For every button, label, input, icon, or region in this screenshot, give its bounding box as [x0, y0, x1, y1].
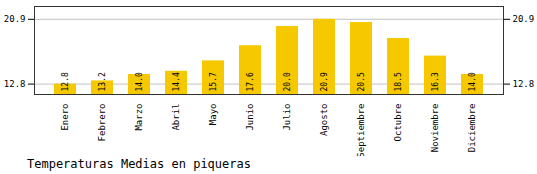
svg-text:Julio: Julio: [282, 104, 292, 131]
svg-text:Abril: Abril: [171, 104, 181, 131]
svg-text:Agosto: Agosto: [319, 104, 329, 137]
svg-text:Febrero: Febrero: [97, 104, 107, 142]
svg-text:14.0: 14.0: [135, 72, 144, 91]
html-text:Temperaturas Medias en piquera: Temperaturas Medias en piqueras: [27, 157, 251, 171]
svg-text:13.2: 13.2: [98, 72, 107, 91]
svg-text:14.4: 14.4: [172, 72, 181, 91]
svg-text:Mayo: Mayo: [208, 104, 218, 126]
svg-text:12.8: 12.8: [61, 72, 70, 91]
svg-text:20.9: 20.9: [513, 14, 535, 24]
svg-text:12.8: 12.8: [513, 79, 535, 89]
svg-text:15.7: 15.7: [209, 72, 218, 91]
svg-text:Septiembre: Septiembre: [356, 104, 366, 157]
svg-text:18.5: 18.5: [394, 72, 403, 91]
svg-text:20.9: 20.9: [320, 72, 329, 91]
svg-text:20.9: 20.9: [4, 14, 26, 24]
svg-text:14.0: 14.0: [468, 72, 477, 91]
svg-text:Octubre: Octubre: [393, 104, 403, 142]
svg-text:Marzo: Marzo: [134, 104, 144, 131]
svg-text:Enero: Enero: [60, 104, 70, 131]
svg-text:17.6: 17.6: [246, 72, 255, 91]
svg-text:12.8: 12.8: [4, 79, 26, 89]
svg-text:Noviembre: Noviembre: [430, 104, 440, 153]
svg-text:16.3: 16.3: [431, 72, 440, 91]
svg-text:Diciembre: Diciembre: [467, 104, 477, 153]
svg-text:20.5: 20.5: [357, 72, 366, 91]
svg-text:20.0: 20.0: [283, 72, 292, 91]
svg-text:Junio: Junio: [245, 104, 255, 131]
